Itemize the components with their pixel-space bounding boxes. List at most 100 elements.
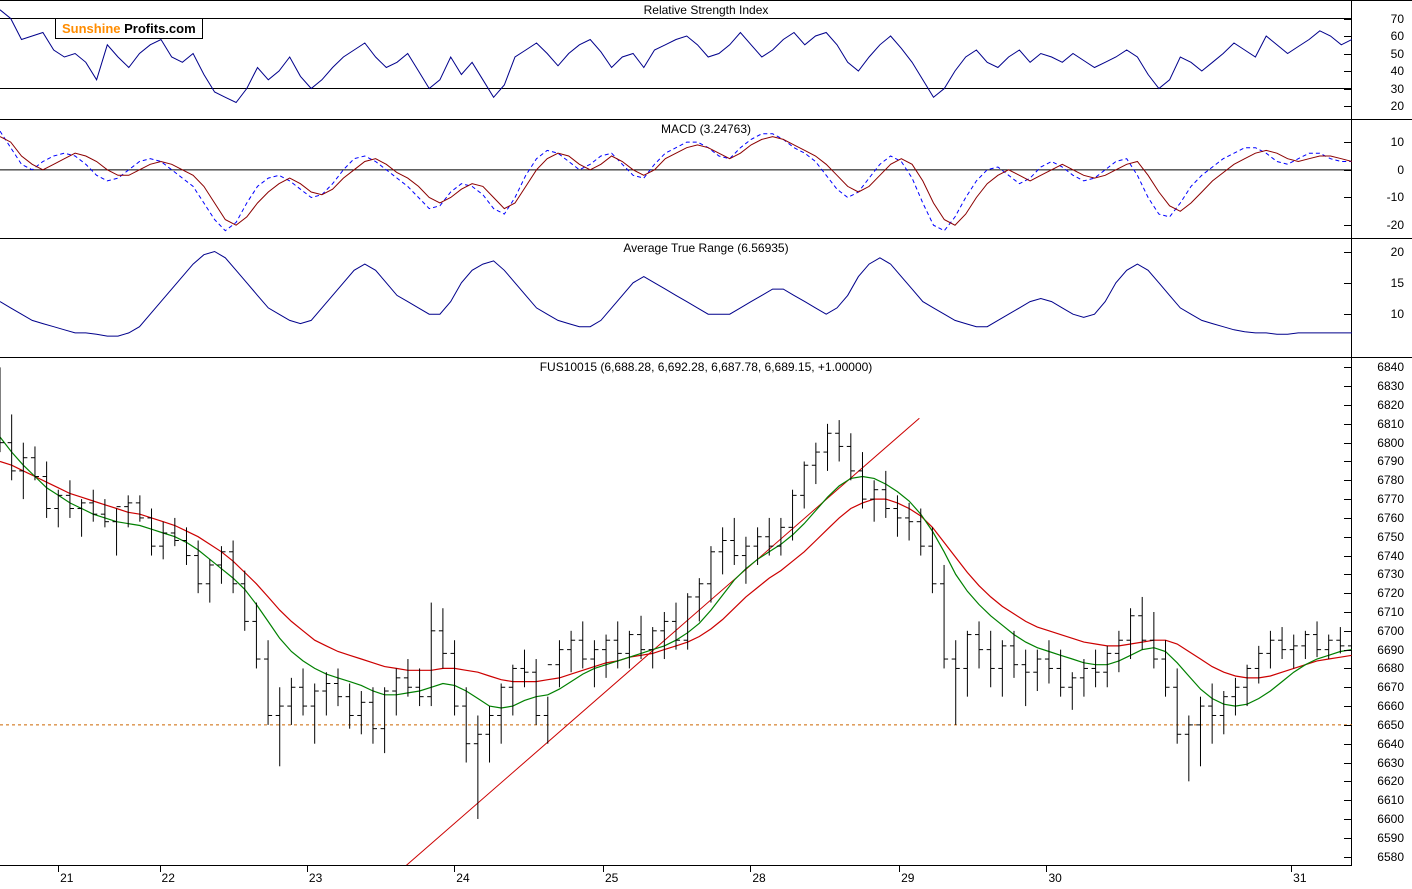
y-tick-mark [1344,54,1352,55]
y-tick-mark [1344,838,1352,839]
y-tick-label: 60 [1354,29,1404,43]
y-tick-mark [1344,197,1352,198]
y-tick-label: 0 [1354,163,1404,177]
x-tick-mark [58,866,59,872]
x-tick-label: 28 [752,871,765,885]
y-tick-label: 6810 [1354,417,1404,431]
y-tick-mark [1344,443,1352,444]
y-tick-mark [1344,480,1352,481]
y-tick-label: 70 [1354,12,1404,26]
y-tick-label: 6660 [1354,699,1404,713]
y-tick-label: 6670 [1354,680,1404,694]
y-tick-mark [1344,252,1352,253]
y-tick-mark [1344,142,1352,143]
y-tick-mark [1344,593,1352,594]
y-tick-label: 6750 [1354,530,1404,544]
y-tick-mark [1344,518,1352,519]
y-tick-mark [1344,687,1352,688]
y-tick-label: 6590 [1354,831,1404,845]
y-tick-mark [1344,405,1352,406]
y-tick-label: 6730 [1354,567,1404,581]
y-tick-label: 40 [1354,64,1404,78]
x-tick-label: 23 [309,871,322,885]
y-tick-mark [1344,744,1352,745]
x-tick-label: 25 [605,871,618,885]
macd-chart-area [0,120,1352,238]
x-tick-label: 22 [162,871,175,885]
y-tick-label: 6620 [1354,774,1404,788]
y-tick-label: 6600 [1354,812,1404,826]
y-tick-label: 6840 [1354,360,1404,374]
y-tick-label: 30 [1354,82,1404,96]
y-tick-label: -20 [1354,218,1404,232]
y-tick-label: 6700 [1354,624,1404,638]
y-tick-mark [1344,225,1352,226]
watermark: Sunshine Profits.com [55,18,203,39]
y-tick-mark [1344,170,1352,171]
y-tick-mark [1344,725,1352,726]
x-tick-mark [603,866,604,872]
price-chart-area [0,358,1352,865]
y-tick-label: 6830 [1354,379,1404,393]
price-svg [0,358,1352,865]
atr-chart-area [0,239,1352,357]
y-tick-mark [1344,367,1352,368]
y-tick-mark [1344,612,1352,613]
y-tick-mark [1344,819,1352,820]
x-tick-mark [1291,866,1292,872]
y-tick-mark [1344,631,1352,632]
y-tick-mark [1344,800,1352,801]
y-tick-mark [1344,763,1352,764]
x-tick-label: 31 [1293,871,1306,885]
y-tick-label: 6820 [1354,398,1404,412]
y-tick-label: 6770 [1354,492,1404,506]
atr-panel: Average True Range (6.56935) 101520 [0,238,1412,357]
y-tick-label: 20 [1354,99,1404,113]
y-tick-label: 6780 [1354,473,1404,487]
y-tick-mark [1344,537,1352,538]
x-tick-mark [899,866,900,872]
y-tick-label: 6740 [1354,549,1404,563]
y-tick-label: 10 [1354,135,1404,149]
y-tick-mark [1344,283,1352,284]
y-tick-label: 15 [1354,276,1404,290]
price-panel: FUS10015 (6,688.28, 6,692.28, 6,687.78, … [0,357,1412,865]
macd-svg [0,120,1352,238]
y-tick-label: 6630 [1354,756,1404,770]
rsi-chart-area [0,1,1352,119]
y-tick-label: 6650 [1354,718,1404,732]
x-tick-label: 29 [901,871,914,885]
y-tick-mark [1344,19,1352,20]
x-tick-mark [750,866,751,872]
x-tick-label: 21 [60,871,73,885]
x-tick-label: 24 [456,871,469,885]
rsi-panel: Relative Strength Index 203040506070 [0,0,1412,119]
atr-svg [0,239,1352,357]
y-tick-label: 6690 [1354,643,1404,657]
y-tick-mark [1344,857,1352,858]
y-tick-mark [1344,71,1352,72]
y-tick-mark [1344,706,1352,707]
rsi-yaxis: 203040506070 [1352,1,1412,119]
y-tick-mark [1344,461,1352,462]
macd-yaxis: -20 -10 0 10 [1352,120,1412,238]
y-tick-label: -10 [1354,190,1404,204]
y-tick-label: 6640 [1354,737,1404,751]
y-tick-mark [1344,36,1352,37]
y-tick-mark [1344,668,1352,669]
y-tick-mark [1344,650,1352,651]
x-axis: 212223242528293031 [0,865,1352,889]
y-tick-label: 6680 [1354,661,1404,675]
y-tick-label: 6760 [1354,511,1404,525]
watermark-part2: Profits.com [121,21,196,36]
price-yaxis: 6580659066006610662066306640665066606670… [1352,358,1412,865]
y-tick-mark [1344,314,1352,315]
y-tick-mark [1344,89,1352,90]
y-tick-mark [1344,424,1352,425]
macd-panel: MACD (3.24763) -20-10010 [0,119,1412,238]
y-tick-mark [1344,556,1352,557]
y-tick-label: 10 [1354,307,1404,321]
x-tick-mark [454,866,455,872]
y-tick-mark [1344,781,1352,782]
rsi-svg [0,1,1352,119]
